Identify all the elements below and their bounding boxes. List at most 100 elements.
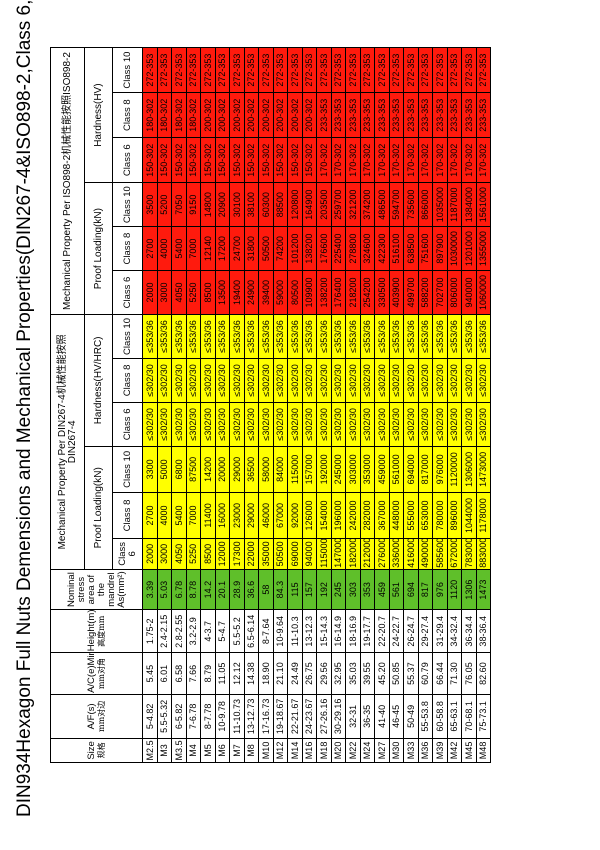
cell-iso-hardness-class6: 150-302 — [273, 137, 288, 183]
cell-din-hardness-class6: ≤302/30 — [331, 402, 346, 447]
header-height: Height(m) 高度mm — [50, 609, 143, 653]
cell-din-hardness-class6: ≤302/30 — [273, 402, 288, 447]
header-iso-hard-class10: Class 10 — [112, 47, 143, 93]
cell-din-proof-class8: 29000 — [244, 492, 259, 539]
cell-din-proof-class8: 282000 — [360, 492, 375, 539]
cell-iso-proof-class6: 940000 — [461, 270, 476, 315]
cell-iso-hardness-class10: 272-353 — [374, 47, 389, 93]
cell-iso-hardness-class10: 272-353 — [476, 47, 491, 93]
cell-din-proof-class10: 58000 — [258, 446, 273, 493]
cell-din-proof-class8: 23000 — [229, 492, 244, 539]
cell-din-hardness-class8: ≤302/30 — [476, 358, 491, 403]
cell-iso-hardness-class10: 272-353 — [157, 47, 172, 93]
cell-din-hardness-class6: ≤302/30 — [447, 402, 462, 447]
cell-iso-hardness-class10: 272-353 — [331, 47, 346, 93]
cell-iso-hardness-class8: 180-302 — [157, 92, 172, 138]
cell-din-proof-class6: 276000 — [374, 538, 389, 570]
cell-din-hardness-class10: ≤353/36 — [287, 314, 302, 359]
header-nominal-stress: Nominal stress area of the mandrel As(mm²… — [50, 569, 143, 610]
cell-size: M3.5 — [171, 738, 186, 763]
cell-iso-proof-class6: 806000 — [447, 270, 462, 315]
cell-din-proof-class10: 29000 — [229, 446, 244, 493]
cell-din-proof-class6: 94000 — [302, 538, 317, 570]
header-din-proof: Proof Loading(kN) — [84, 446, 113, 570]
cell-iso-proof-class10: 1561000 — [476, 182, 491, 227]
cell-din-hardness-class10: ≤353/36 — [432, 314, 447, 359]
cell-din-hardness-class8: ≤302/30 — [389, 358, 404, 403]
cell-din-proof-class8: 4000 — [157, 492, 172, 539]
cell-ae: 29.56 — [316, 652, 331, 695]
cell-din-proof-class8: 367000 — [374, 492, 389, 539]
cell-iso-proof-class6: 403900 — [389, 270, 404, 315]
cell-din-hardness-class6: ≤302/30 — [403, 402, 418, 447]
cell-size: M16 — [302, 738, 317, 763]
cell-din-proof-class10: 353000 — [360, 446, 375, 493]
cell-din-proof-class10: 192000 — [316, 446, 331, 493]
cell-height: 3.2-2.9 — [186, 609, 201, 653]
cell-iso-hardness-class6: 170-302 — [316, 137, 331, 183]
cell-din-proof-class6: 50500 — [273, 538, 288, 570]
cell-din-hardness-class8: ≤302/30 — [345, 358, 360, 403]
header-iso-proof-class8: Class 8 — [112, 226, 143, 271]
cell-height: 24-22.7 — [389, 609, 404, 653]
cell-af: 36-35 — [360, 694, 375, 739]
cell-size: M3 — [157, 738, 172, 763]
cell-iso-hardness-class8: 200-302 — [287, 92, 302, 138]
cell-din-proof-class6: 17300 — [229, 538, 244, 570]
cell-iso-hardness-class6: 170-302 — [447, 137, 462, 183]
cell-height: 15-14.3 — [316, 609, 331, 653]
header-din-hard-class10: Class 10 — [112, 314, 143, 359]
cell-din-hardness-class10: ≤353/36 — [229, 314, 244, 359]
cell-height: 29-27.4 — [418, 609, 433, 653]
cell-iso-hardness-class8: 200-302 — [258, 92, 273, 138]
cell-iso-proof-class8: 278800 — [345, 226, 360, 271]
cell-iso-hardness-class8: 233-353 — [432, 92, 447, 138]
cell-din-proof-class8: 196000 — [331, 492, 346, 539]
cell-iso-hardness-class6: 150-302 — [157, 137, 172, 183]
cell-din-hardness-class10: ≤353/36 — [331, 314, 346, 359]
cell-iso-proof-class6: 80500 — [287, 270, 302, 315]
cell-iso-proof-class10: 164900 — [302, 182, 317, 227]
cell-stress-area: 561 — [389, 569, 404, 610]
table-row: M22 32-31 35.03 18-16.9 303 182000 242000 30300… — [345, 47, 360, 763]
table-row: M6 10-9.78 11.05 5-4.7 20.1 12000 16000 20000 ≤3… — [215, 47, 230, 763]
page-title: DIN934Hexagon Full Nuts Demensions and M… — [14, 0, 35, 817]
cell-iso-proof-class6: 138200 — [316, 270, 331, 315]
cell-ae: 39.55 — [360, 652, 375, 695]
cell-af: 5-4.82 — [142, 694, 157, 739]
cell-iso-hardness-class8: 180-302 — [186, 92, 201, 138]
cell-stress-area: 245 — [331, 569, 346, 610]
cell-din-proof-class10: 14200 — [200, 446, 215, 493]
cell-iso-hardness-class8: 233-353 — [316, 92, 331, 138]
cell-din-hardness-class8: ≤302/30 — [331, 358, 346, 403]
cell-stress-area: 353 — [360, 569, 375, 610]
cell-af: 27-26.16 — [316, 694, 331, 739]
cell-din-hardness-class6: ≤302/30 — [200, 402, 215, 447]
cell-iso-hardness-class6: 150-302 — [229, 137, 244, 183]
cell-iso-proof-class6: 176400 — [331, 270, 346, 315]
cell-iso-hardness-class6: 170-302 — [389, 137, 404, 183]
header-din-proof-class10: Class 10 — [112, 446, 143, 493]
cell-iso-proof-class8: 176600 — [316, 226, 331, 271]
cell-iso-proof-class8: 516100 — [389, 226, 404, 271]
cell-height: 34-32.4 — [447, 609, 462, 653]
cell-ae: 11.05 — [215, 652, 230, 695]
cell-size: M45 — [461, 738, 476, 763]
cell-iso-proof-class6: 24900 — [244, 270, 259, 315]
cell-iso-hardness-class6: 170-302 — [360, 137, 375, 183]
table-row: M27 41-40 45.20 22-20.7 459 276000 367000 45900… — [374, 47, 389, 763]
table-row: M18 27-26.16 29.56 15-14.3 192 115000 154000 19… — [316, 47, 331, 763]
cell-stress-area: 115 — [287, 569, 302, 610]
cell-iso-proof-class10: 60300 — [258, 182, 273, 227]
cell-din-hardness-class6: ≤302/30 — [316, 402, 331, 447]
cell-iso-proof-class8: 324600 — [360, 226, 375, 271]
cell-iso-hardness-class10: 272-353 — [171, 47, 186, 93]
table-row: M10 17-16.73 18.90 8-7.64 58 35000 46000 58000 ≤… — [258, 47, 273, 763]
cell-din-proof-class6: 585600 — [432, 538, 447, 570]
header-din-hard-class8: Class 8 — [112, 358, 143, 403]
cell-din-hardness-class6: ≤302/30 — [461, 402, 476, 447]
cell-iso-proof-class8: 1030000 — [447, 226, 462, 271]
cell-din-hardness-class6: ≤302/30 — [374, 402, 389, 447]
table-row: M7 11-10.73 12.12 5.5-5.2 28.9 17300 23000 2900… — [229, 47, 244, 763]
cell-size: M4 — [186, 738, 201, 763]
